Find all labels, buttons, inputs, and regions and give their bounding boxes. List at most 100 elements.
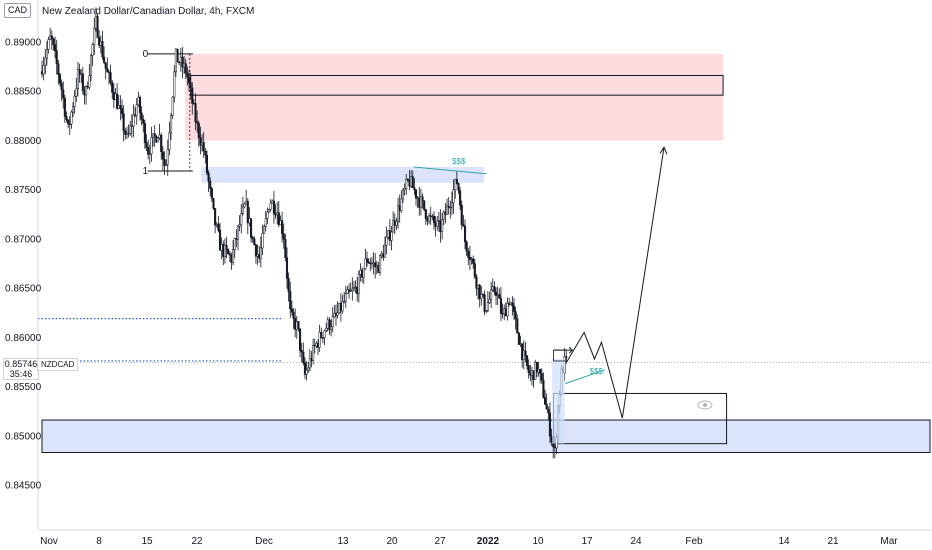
candle-body	[197, 123, 200, 138]
candle-body	[279, 220, 282, 225]
candle-body	[267, 209, 271, 213]
candle-body	[274, 213, 277, 216]
candle-body	[116, 93, 119, 109]
candle-body	[432, 215, 436, 223]
candle-body	[529, 372, 532, 376]
candle-body	[217, 223, 220, 231]
candle-body	[124, 130, 127, 135]
x-tick-label: 24	[630, 536, 642, 547]
candle-body	[152, 133, 155, 138]
candle-body	[302, 351, 305, 364]
candle-body	[437, 220, 440, 222]
candle-body	[101, 41, 104, 58]
candle-body	[475, 276, 478, 289]
candle-body	[321, 337, 324, 339]
supply-zone[interactable]	[185, 53, 724, 141]
candle-body	[519, 343, 522, 345]
candle-body	[325, 327, 328, 332]
x-tick-label: 13	[337, 536, 349, 547]
candle-body	[253, 238, 256, 246]
candle-body	[370, 262, 373, 265]
candle-body	[276, 212, 279, 216]
candle-body	[553, 446, 556, 449]
candle-body	[263, 226, 266, 234]
candle-body	[119, 105, 122, 109]
candle-body	[127, 132, 130, 135]
eye-icon[interactable]	[697, 400, 713, 410]
candle-body	[245, 200, 248, 205]
candle-body	[184, 63, 187, 74]
candle-body	[171, 96, 174, 116]
projection-path[interactable]	[566, 147, 665, 419]
candle-body	[465, 241, 468, 252]
candle-body	[468, 257, 471, 260]
candle-body	[227, 249, 230, 255]
candle-body	[362, 268, 365, 278]
candle-body	[199, 137, 202, 146]
candle-body	[516, 318, 519, 334]
candle-body	[543, 397, 547, 405]
candle-body	[341, 301, 344, 312]
candle-body	[344, 293, 347, 302]
candle-body	[120, 108, 124, 114]
candle-body	[393, 220, 396, 226]
candle-body	[129, 125, 132, 134]
candle-body	[150, 137, 153, 155]
candle-body	[107, 71, 111, 74]
candle-body	[187, 76, 191, 84]
x-tick-label: 10	[532, 536, 544, 547]
candle-body	[351, 288, 354, 291]
candle-body	[308, 357, 311, 369]
candle-body	[511, 302, 514, 307]
candle-body	[266, 211, 269, 219]
fib-level-label: 1	[143, 166, 149, 177]
candle-body	[106, 68, 109, 73]
candle-body	[94, 16, 97, 29]
candle-body	[230, 254, 233, 263]
candle-body	[93, 28, 96, 45]
candle-body	[457, 183, 460, 191]
candle-body	[277, 212, 280, 225]
candle-body	[539, 369, 542, 374]
candle-body	[396, 205, 400, 222]
currency-badge[interactable]: CAD	[4, 3, 32, 18]
candle-body	[220, 244, 223, 251]
candle-body	[183, 63, 186, 68]
x-tick-label: 22	[191, 536, 203, 547]
candle-body	[148, 153, 151, 155]
candle-body	[470, 258, 473, 260]
candle-body	[81, 73, 84, 91]
y-tick-label: 0.85500	[5, 382, 42, 393]
candle-body	[207, 172, 210, 182]
candle-body	[459, 190, 462, 206]
candles-layer	[40, 7, 568, 459]
x-axis[interactable]: Nov 8 15 22 Dec 13 20 27 2022 10 17 24 Feb 14 21 Mar	[38, 529, 932, 547]
candle-body	[96, 16, 99, 38]
candle-body	[400, 198, 403, 212]
candle-body	[272, 200, 275, 214]
candle-body	[423, 200, 426, 210]
candle-body	[186, 72, 189, 78]
candle-body	[445, 205, 449, 215]
candle-body	[463, 225, 467, 243]
candle-body	[380, 253, 383, 256]
candle-body	[155, 135, 158, 143]
y-tick-label: 0.88500	[5, 87, 42, 98]
candle-body	[137, 97, 140, 105]
candle-body	[246, 200, 249, 224]
candle-body	[50, 35, 53, 40]
y-axis[interactable]: 0.89000 0.88500 0.88000 0.87500 0.87000 0.865…	[5, 0, 42, 530]
candle-body	[450, 202, 453, 208]
candle-body	[526, 355, 529, 366]
y-tick-label: 0.87500	[5, 185, 42, 196]
candle-body	[542, 379, 545, 398]
candle-body	[343, 300, 346, 303]
candle-body	[99, 41, 102, 46]
candle-body	[382, 253, 385, 258]
demand-zone[interactable]	[41, 419, 931, 454]
candle-body	[310, 357, 313, 361]
y-tick-label: 0.85000	[5, 431, 42, 442]
candle-body	[517, 332, 520, 345]
candle-body	[313, 345, 316, 347]
